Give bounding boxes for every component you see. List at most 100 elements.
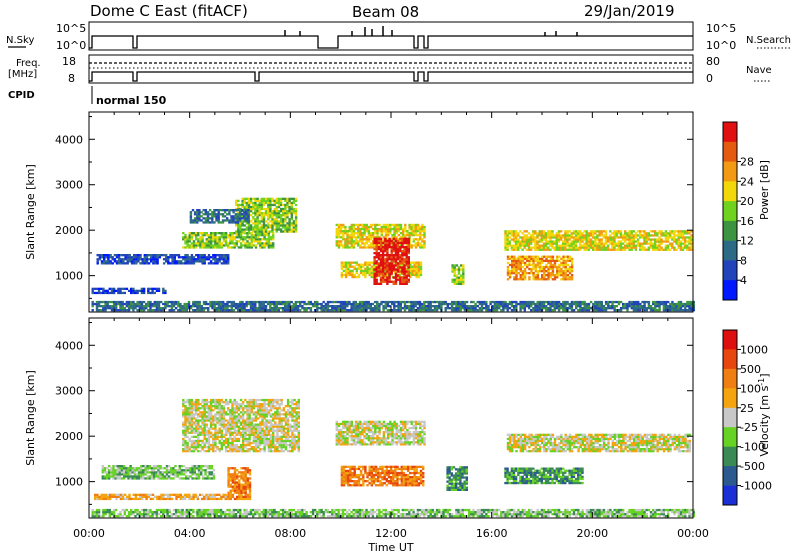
power-cell: [564, 242, 567, 245]
power-cell: [438, 307, 441, 310]
power-cell: [348, 242, 351, 245]
power-cell: [417, 269, 421, 272]
velocity-cell: [197, 405, 200, 408]
power-cell: [511, 267, 514, 271]
power-cell: [281, 309, 285, 312]
power-cell: [292, 212, 296, 215]
velocity-cell: [195, 431, 198, 434]
velocity-cell: [220, 415, 223, 418]
power-cell: [260, 212, 263, 215]
power-cell: [233, 232, 236, 235]
power-cell: [284, 220, 287, 223]
power-cell: [135, 256, 138, 259]
power-cell: [388, 305, 392, 308]
power-cell: [394, 239, 398, 242]
power-cell: [263, 232, 266, 235]
power-cell: [624, 232, 627, 235]
power-cell: [193, 217, 197, 220]
power-cell: [221, 215, 225, 218]
power-cell: [433, 309, 437, 312]
power-cell: [367, 300, 370, 304]
power-cell: [320, 302, 323, 306]
power-cell: [352, 305, 355, 308]
power-cell: [517, 238, 520, 241]
power-cell: [651, 248, 655, 251]
velocity-cell: [231, 431, 234, 434]
velocity-cell: [205, 417, 208, 420]
power-cell: [170, 309, 174, 312]
power-cell: [534, 248, 537, 251]
power-cell: [222, 238, 226, 241]
velocity-cell: [244, 433, 247, 436]
power-cell: [513, 272, 516, 275]
power-cell: [686, 236, 689, 239]
power-cell: [390, 254, 393, 257]
power-cell: [109, 256, 112, 259]
velocity-cell: [231, 437, 234, 441]
velocity-cell: [203, 403, 206, 406]
power-cell: [592, 242, 595, 245]
power-cell: [532, 300, 535, 304]
power-cell: [249, 210, 253, 213]
velocity-cell: [199, 439, 202, 443]
power-cell: [112, 291, 116, 295]
power-cell: [347, 265, 350, 268]
power-cell: [341, 307, 345, 310]
power-cell: [205, 240, 208, 243]
power-cell: [617, 230, 620, 233]
power-cell: [619, 248, 623, 251]
power-cell: [568, 265, 572, 269]
power-cell: [562, 248, 565, 251]
power-cell: [592, 236, 595, 239]
power-cell: [632, 300, 636, 304]
velocity-cell: [248, 421, 251, 424]
power-cell: [462, 274, 465, 277]
power-cell: [348, 300, 351, 304]
power-cell: [369, 242, 373, 245]
power-cell: [266, 300, 270, 304]
velocity-cell: [227, 429, 230, 432]
power-cell: [201, 240, 204, 243]
power-cell: [269, 309, 272, 312]
power-cell: [222, 305, 225, 308]
power-cell: [619, 246, 623, 249]
velocity-cell: [203, 435, 206, 438]
power-cell: [538, 238, 541, 241]
velocity-cell: [237, 439, 241, 443]
power-cell: [352, 309, 355, 312]
power-cell: [262, 197, 266, 200]
power-cell: [277, 222, 281, 225]
power-cell: [542, 242, 546, 245]
power-cell: [219, 209, 222, 212]
power-cell: [405, 256, 408, 259]
power-cell: [592, 240, 595, 243]
power-cell: [564, 255, 567, 258]
power-cell: [515, 300, 518, 304]
power-cell: [209, 236, 213, 239]
power-cell: [359, 263, 363, 266]
power-cell: [183, 309, 186, 312]
power-cell: [423, 225, 426, 229]
power-cell: [547, 232, 550, 235]
power-cell: [260, 214, 263, 217]
power-cell: [194, 300, 197, 304]
power-cell: [397, 307, 400, 310]
power-cell: [506, 265, 510, 269]
power-cell: [553, 274, 557, 277]
power-cell: [143, 256, 146, 259]
power-cell: [247, 213, 250, 216]
power-cell: [206, 217, 210, 220]
power-cell: [106, 300, 109, 304]
power-cell: [639, 244, 642, 247]
power-cell: [570, 267, 574, 271]
power-cell: [130, 291, 133, 295]
power-cell: [254, 244, 258, 247]
velocity-cell: [192, 417, 196, 420]
power-cell: [367, 307, 370, 310]
power-cell: [534, 302, 537, 306]
power-cell: [182, 238, 185, 241]
velocity-cell: [242, 415, 245, 418]
power-cell: [252, 218, 255, 221]
power-cell: [354, 227, 358, 231]
power-cell: [388, 256, 391, 259]
